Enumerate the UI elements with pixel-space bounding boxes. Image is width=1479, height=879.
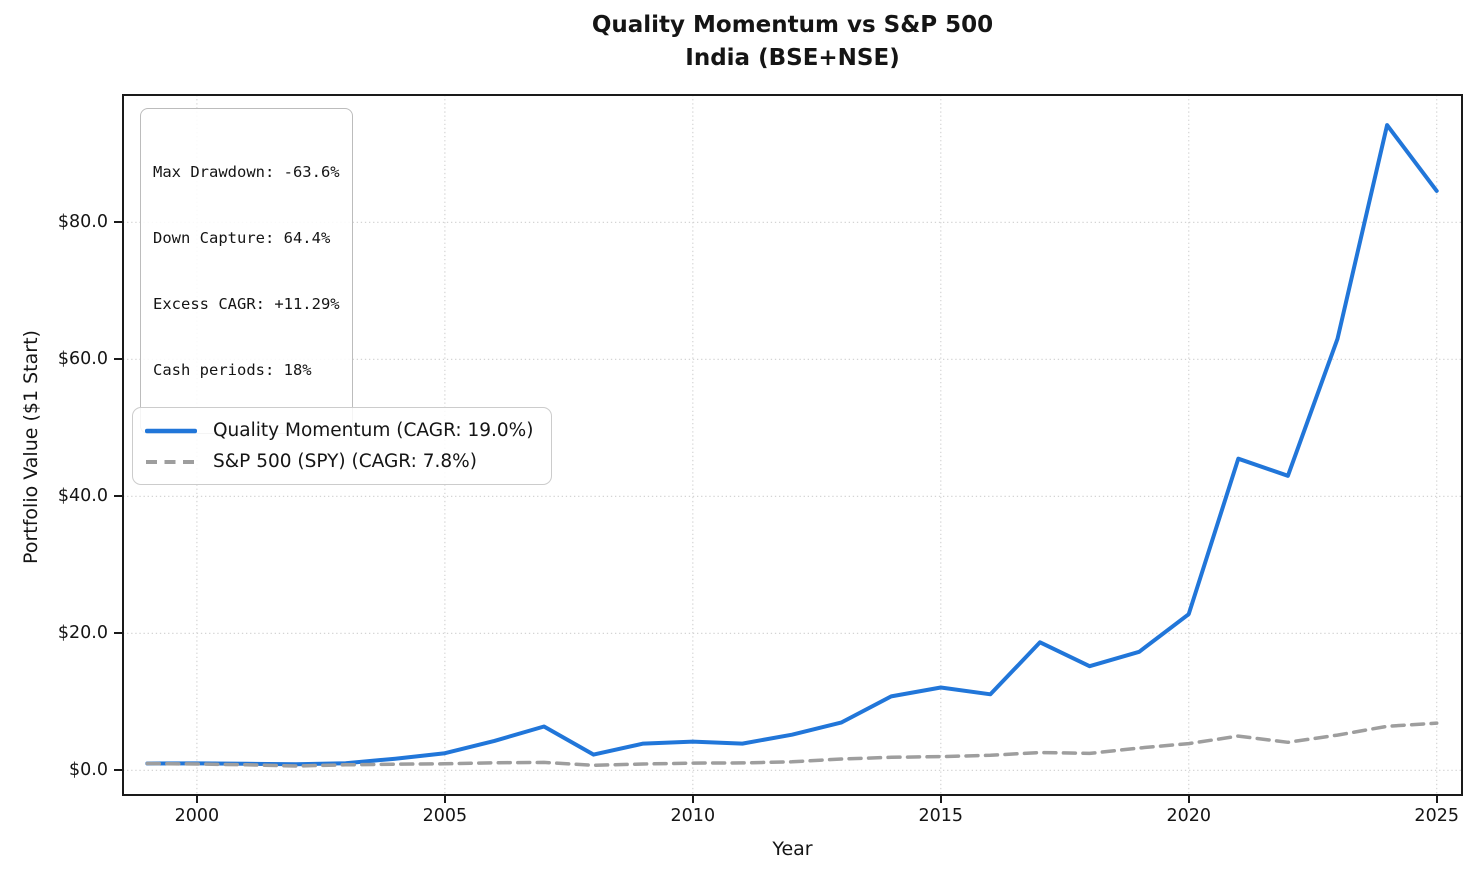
y-tick-label-40: $40.0 xyxy=(57,486,108,507)
legend-label-sp500: S&P 500 (SPY) (CAGR: 7.8%) xyxy=(213,451,477,472)
x-tick-label-2015: 2015 xyxy=(918,806,964,826)
y-tick-label-80: $80.0 xyxy=(57,212,108,233)
x-tick-mark-2020 xyxy=(1187,796,1190,803)
y-tick-mark-60 xyxy=(114,358,122,361)
x-tick-label-2010: 2010 xyxy=(670,806,716,826)
stat-max-drawdown: Max Drawdown: -63.6% xyxy=(153,163,340,181)
dashed-line-swatch-icon xyxy=(146,459,197,464)
stat-excess-cagr: Excess CAGR: +11.29% xyxy=(153,295,340,313)
x-tick-mark-2015 xyxy=(939,796,942,803)
chart-title: Quality Momentum vs S&P 500 xyxy=(591,12,994,38)
y-tick-label-0: $0.0 xyxy=(69,760,108,781)
chart-title-block: Quality Momentum vs S&P 500 India (BSE+N… xyxy=(122,9,1463,75)
chart-subtitle: India (BSE+NSE) xyxy=(685,45,900,71)
series-line-1 xyxy=(145,721,1439,768)
legend-row-sp500: S&P 500 (SPY) (CAGR: 7.8%) xyxy=(145,447,533,476)
legend-row-quality-momentum: Quality Momentum (CAGR: 19.0%) xyxy=(145,416,533,445)
x-axis-label: Year xyxy=(772,838,813,860)
legend: Quality Momentum (CAGR: 19.0%) S&P 500 (… xyxy=(132,407,553,485)
series-line-0 xyxy=(145,123,1439,767)
x-tick-label-2005: 2005 xyxy=(422,806,468,826)
x-tick-mark-2025 xyxy=(1435,796,1438,803)
stat-down-capture: Down Capture: 64.4% xyxy=(153,229,331,247)
plot-canvas xyxy=(122,94,1463,796)
x-tick-mark-2010 xyxy=(691,796,694,803)
x-tick-label-2025: 2025 xyxy=(1414,806,1459,826)
x-tick-mark-2000 xyxy=(195,796,198,803)
y-tick-label-60: $60.0 xyxy=(57,349,108,370)
solid-line-swatch-icon xyxy=(145,428,197,433)
stat-cash-periods: Cash periods: 18% xyxy=(153,361,312,379)
stats-box: Max Drawdown: -63.6% Down Capture: 64.4%… xyxy=(140,108,353,434)
x-tick-label-2000: 2000 xyxy=(174,806,220,826)
y-tick-mark-20 xyxy=(114,632,122,635)
legend-label-quality-momentum: Quality Momentum (CAGR: 19.0%) xyxy=(213,420,534,441)
y-tick-mark-40 xyxy=(114,495,122,498)
plot-frame xyxy=(122,94,1463,796)
y-tick-label-20: $20.0 xyxy=(57,623,108,644)
y-tick-mark-80 xyxy=(114,221,122,224)
y-tick-mark-0 xyxy=(114,769,122,772)
x-tick-mark-2005 xyxy=(443,796,446,803)
x-tick-label-2020: 2020 xyxy=(1166,806,1212,826)
